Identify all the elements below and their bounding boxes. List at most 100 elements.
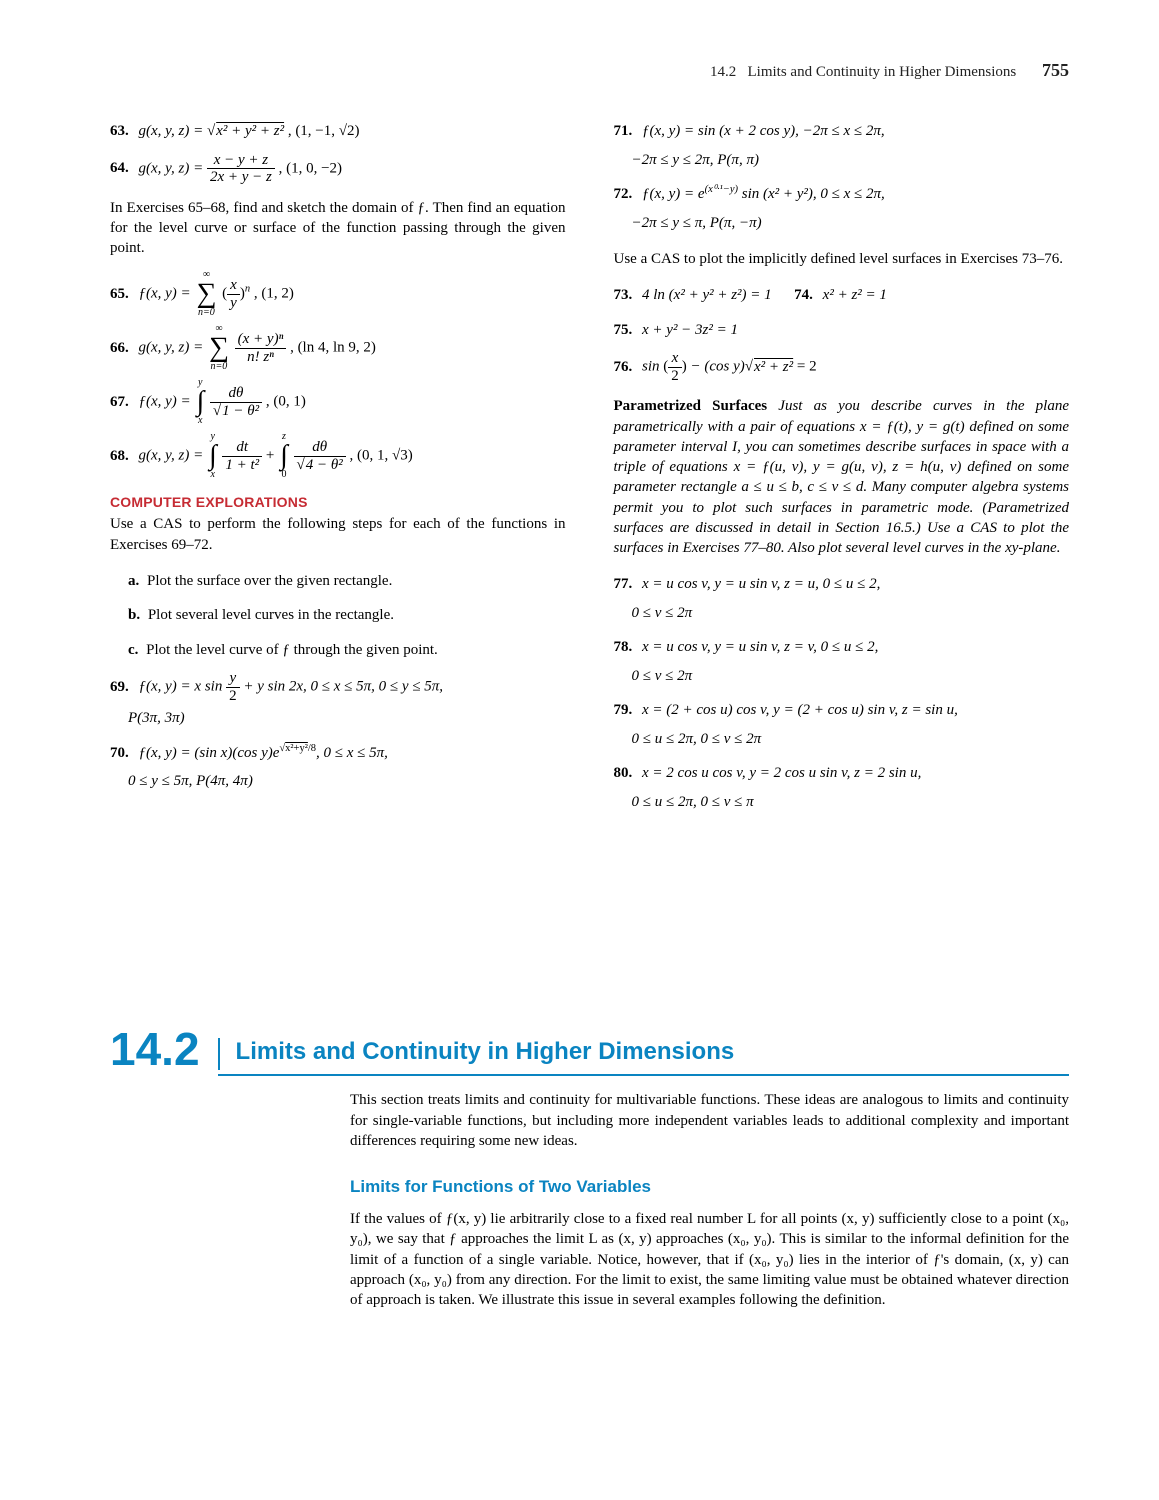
ex-num: 73.	[614, 287, 633, 303]
ex-body: sin (x² + y²), 0 ≤ x ≤ 2π,	[738, 186, 885, 202]
ex-pt: , (ln 4, ln 9, 2)	[290, 340, 376, 356]
ex-num: 80.	[614, 765, 633, 781]
ex-body: x + y² − 3z² = 1	[642, 322, 738, 338]
exercise-64: 64. g(x, y, z) = x − y + z 2x + y − z , …	[110, 152, 566, 186]
ex-rad: x² + y² + z²	[215, 123, 284, 139]
exercise-76: 76. sin ( x 2 ) − (cos y)√x² + z² = 2	[614, 350, 1070, 384]
instructions-65-68: In Exercises 65–68, find and sketch the …	[110, 198, 566, 259]
exercise-77: 77. x = u cos v, y = u sin v, z = u, 0 ≤…	[614, 570, 1070, 627]
exercise-73-74: 73. 4 ln (x² + y² + z²) = 1 74. x² + z² …	[614, 281, 1070, 310]
head-title: Limits and Continuity in Higher Dimensio…	[748, 64, 1017, 80]
computer-explorations-intro: Use a CAS to perform the following steps…	[110, 514, 566, 555]
ex-num: 79.	[614, 702, 633, 718]
exercise-71: 71. ƒ(x, y) = sin (x + 2 cos y), −2π ≤ x…	[614, 117, 1070, 174]
exercise-65: 65. ƒ(x, y) = ∞ ∑ n=0 ( x y )n , (1, 2)	[110, 270, 566, 318]
section-body: This section treats limits and continuit…	[350, 1090, 1069, 1310]
ex-num: 66.	[110, 340, 129, 356]
page-root: 14.2 Limits and Continuity in Higher Dim…	[0, 0, 1159, 1382]
step-label: c.	[128, 642, 138, 658]
ex-num: 75.	[614, 322, 633, 338]
ex-num: 76.	[614, 359, 633, 375]
para-body: Just as you describe curves in the plane…	[614, 398, 1070, 556]
ex-num: 68.	[110, 448, 129, 464]
ex-body: − (cos y)√	[687, 359, 753, 375]
step-label: a.	[128, 573, 139, 589]
section-number: 14.2	[110, 1022, 218, 1076]
ex-fn: g(x, y, z) =	[139, 340, 207, 356]
exercise-80: 80. x = 2 cos u cos v, y = 2 cos u sin v…	[614, 759, 1070, 816]
ex-body: ƒ(x, y) = x sin	[139, 679, 227, 695]
computer-explorations-head: COMPUTER EXPLORATIONS	[110, 494, 566, 510]
ex-body: ƒ(x, y) = sin (x + 2 cos y), −2π ≤ x ≤ 2…	[642, 123, 885, 139]
ex-num: 78.	[614, 639, 633, 655]
ex-num: 65.	[110, 286, 129, 302]
ex-body: + y sin 2x, 0 ≤ x ≤ 5π, 0 ≤ y ≤ 5π,	[240, 679, 443, 695]
ex-pt: , (1, 2)	[254, 286, 294, 302]
ex-body: x = 2 cos u cos v, y = 2 cos u sin v, z …	[642, 765, 921, 781]
section-intro: This section treats limits and continuit…	[350, 1090, 1069, 1151]
ex-exp: (x⁰·¹−y)	[705, 184, 738, 195]
exercise-66: 66. g(x, y, z) = ∞ ∑ n=0 (x + y)ⁿ n! zⁿ …	[110, 324, 566, 372]
ex-exp: √x²+y²/8	[279, 743, 316, 754]
exercise-68: 68. g(x, y, z) = y ∫ x dt 1 + t² + z ∫ 0	[110, 432, 566, 480]
cas-para: Use a CAS to plot the implicitly defined…	[614, 249, 1070, 269]
section-title: Limits and Continuity in Higher Dimensio…	[218, 1038, 1069, 1070]
integral-op: z ∫ 0	[280, 432, 288, 480]
ex-num: 64.	[110, 160, 129, 176]
plus: +	[266, 448, 278, 464]
ex-body: sin	[642, 359, 663, 375]
ex-pt: , (0, 1)	[266, 394, 306, 410]
ex-body: −2π ≤ y ≤ 2π, P(π, π)	[614, 146, 1070, 175]
ex-frac: dθ √1 − θ²	[210, 385, 262, 419]
section-title-wrap: Limits and Continuity in Higher Dimensio…	[218, 1038, 1069, 1076]
ex-fn: g(x, y, z) =	[139, 448, 207, 464]
ex-fn: g(x, y, z) =	[139, 123, 207, 139]
sum-op: ∞ ∑ n=0	[196, 270, 216, 318]
ex-pt: , (1, −1, √2)	[288, 123, 360, 139]
head-section: 14.2	[710, 64, 736, 80]
ex-pt: 0 ≤ y ≤ 5π, P(4π, 4π)	[110, 767, 566, 796]
ex-body: x² + z² = 1	[823, 287, 887, 303]
ex-num: 71.	[614, 123, 633, 139]
step-text: Plot the level curve of ƒ through the gi…	[146, 642, 438, 658]
exercise-79: 79. x = (2 + cos u) cos v, y = (2 + cos …	[614, 696, 1070, 753]
ex-num: 70.	[110, 745, 129, 761]
ex-body: 0 ≤ v ≤ 2π	[614, 662, 1070, 691]
ex-num: 72.	[614, 186, 633, 202]
ex-frac: x y	[227, 277, 240, 311]
ex-frac: y 2	[226, 670, 240, 704]
ex-body: ƒ(x, y) = (sin x)(cos y)e	[139, 745, 280, 761]
ex-body: x = (2 + cos u) cos v, y = (2 + cos u) s…	[642, 702, 958, 718]
ex-frac: dt 1 + t²	[222, 439, 262, 473]
step-b: b. Plot several level curves in the rect…	[110, 601, 566, 630]
integral-op: y ∫ x	[196, 378, 204, 426]
ex-num: 63.	[110, 123, 129, 139]
ex-rad: x² + z²	[753, 359, 793, 375]
exercise-78: 78. x = u cos v, y = u sin v, z = v, 0 ≤…	[614, 633, 1070, 690]
ex-num: 69.	[110, 679, 129, 695]
ex-body: x = u cos v, y = u sin v, z = v, 0 ≤ u ≤…	[642, 639, 878, 655]
exercise-70: 70. ƒ(x, y) = (sin x)(cos y)e√x²+y²/8, 0…	[110, 739, 566, 796]
ex-body: x = u cos v, y = u sin v, z = u, 0 ≤ u ≤…	[642, 576, 880, 592]
para-head: Parametrized Surfaces	[614, 398, 768, 414]
ex-power: n	[245, 284, 250, 295]
ex-body: = 2	[793, 359, 816, 375]
ex-body: , 0 ≤ x ≤ 5π,	[316, 745, 388, 761]
ex-num: 74.	[794, 287, 813, 303]
page-number: 755	[1042, 60, 1069, 80]
step-text: Plot several level curves in the rectang…	[148, 607, 394, 623]
ex-body: 4 ln (x² + y² + z²) = 1	[642, 287, 772, 303]
ex-num: 67.	[110, 394, 129, 410]
ex-body: 0 ≤ u ≤ 2π, 0 ≤ v ≤ 2π	[614, 725, 1070, 754]
section-14-2: 14.2 Limits and Continuity in Higher Dim…	[110, 1022, 1069, 1310]
ex-body: ƒ(x, y) = e	[642, 186, 705, 202]
ex-frac: x − y + z 2x + y − z	[207, 152, 275, 186]
subsection-body: If the values of ƒ(x, y) lie arbitrarily…	[350, 1209, 1069, 1310]
exercise-67: 67. ƒ(x, y) = y ∫ x dθ √1 − θ² , (0, 1)	[110, 378, 566, 426]
step-c: c. Plot the level curve of ƒ through the…	[110, 636, 566, 665]
ex-pt: , (1, 0, −2)	[279, 160, 342, 176]
ex-body: 0 ≤ v ≤ 2π	[614, 599, 1070, 628]
running-head: 14.2 Limits and Continuity in Higher Dim…	[110, 60, 1069, 81]
ex-frac: (x + y)ⁿ n! zⁿ	[235, 331, 287, 365]
ex-frac: dθ √4 − θ²	[294, 439, 346, 473]
